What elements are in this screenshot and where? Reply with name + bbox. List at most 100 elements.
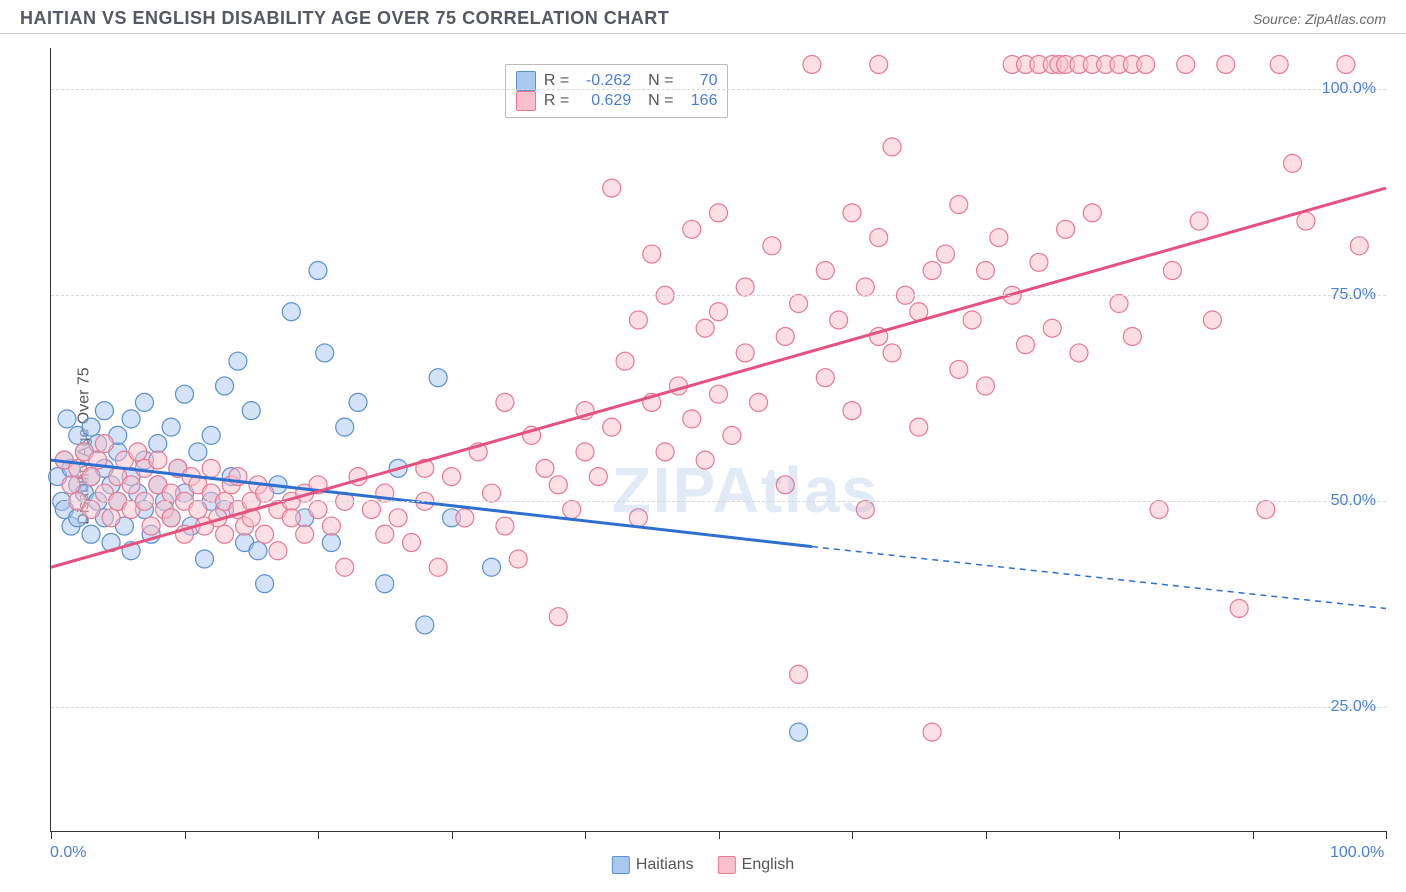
x-axis-min-label: 0.0% bbox=[50, 844, 86, 862]
legend-bottom: Haitians English bbox=[612, 856, 794, 874]
data-point bbox=[376, 575, 394, 593]
x-tick bbox=[318, 831, 319, 839]
data-point bbox=[1270, 55, 1288, 73]
data-point bbox=[216, 377, 234, 395]
data-point bbox=[1230, 599, 1248, 617]
x-tick bbox=[986, 831, 987, 839]
data-point bbox=[162, 509, 180, 527]
data-point bbox=[656, 443, 674, 461]
data-point bbox=[509, 550, 527, 568]
data-point bbox=[710, 303, 728, 321]
gridline bbox=[51, 89, 1386, 90]
data-point bbox=[202, 426, 220, 444]
data-point bbox=[536, 459, 554, 477]
data-point bbox=[129, 443, 147, 461]
data-point bbox=[923, 723, 941, 741]
data-point bbox=[710, 204, 728, 222]
stats-n-label: N = bbox=[639, 72, 673, 90]
data-point bbox=[763, 237, 781, 255]
data-point bbox=[1297, 212, 1315, 230]
data-point bbox=[256, 575, 274, 593]
data-point bbox=[790, 723, 808, 741]
x-axis-max-label: 100.0% bbox=[1330, 844, 1384, 862]
data-point bbox=[82, 418, 100, 436]
chart-title: HAITIAN VS ENGLISH DISABILITY AGE OVER 7… bbox=[20, 8, 669, 29]
data-point bbox=[936, 245, 954, 263]
trend-line-extrapolated bbox=[812, 547, 1386, 609]
data-point bbox=[269, 542, 287, 560]
data-point bbox=[389, 509, 407, 527]
legend-label: Haitians bbox=[636, 856, 694, 874]
data-point bbox=[736, 278, 754, 296]
legend-label: English bbox=[742, 856, 794, 874]
data-point bbox=[429, 558, 447, 576]
data-point bbox=[189, 501, 207, 519]
data-point bbox=[1110, 295, 1128, 313]
data-point bbox=[496, 393, 514, 411]
data-point bbox=[629, 509, 647, 527]
data-point bbox=[1203, 311, 1221, 329]
data-point bbox=[1017, 336, 1035, 354]
data-point bbox=[790, 295, 808, 313]
y-tick-label: 75.0% bbox=[1331, 286, 1376, 304]
data-point bbox=[790, 665, 808, 683]
chart-header: HAITIAN VS ENGLISH DISABILITY AGE OVER 7… bbox=[0, 0, 1406, 34]
data-point bbox=[977, 262, 995, 280]
data-point bbox=[316, 344, 334, 362]
data-point bbox=[142, 517, 160, 535]
data-point bbox=[589, 468, 607, 486]
data-point bbox=[603, 418, 621, 436]
data-point bbox=[456, 509, 474, 527]
data-point bbox=[1217, 55, 1235, 73]
data-point bbox=[249, 542, 267, 560]
data-point bbox=[683, 220, 701, 238]
data-point bbox=[483, 558, 501, 576]
data-point bbox=[923, 262, 941, 280]
data-point bbox=[816, 369, 834, 387]
legend-item: English bbox=[718, 856, 794, 874]
data-point bbox=[1123, 327, 1141, 345]
data-point bbox=[296, 525, 314, 543]
data-point bbox=[362, 501, 380, 519]
data-point bbox=[856, 501, 874, 519]
data-point bbox=[603, 179, 621, 197]
data-point bbox=[349, 393, 367, 411]
stats-row: R =0.629 N =166 bbox=[516, 91, 718, 111]
legend-swatch bbox=[718, 856, 736, 874]
legend-item: Haitians bbox=[612, 856, 694, 874]
data-point bbox=[776, 327, 794, 345]
data-point bbox=[883, 138, 901, 156]
data-point bbox=[870, 229, 888, 247]
stats-n-label: N = bbox=[639, 92, 673, 110]
data-point bbox=[803, 55, 821, 73]
data-point bbox=[82, 501, 100, 519]
data-point bbox=[1150, 501, 1168, 519]
data-point bbox=[616, 352, 634, 370]
x-tick bbox=[51, 831, 52, 839]
data-point bbox=[282, 509, 300, 527]
data-point bbox=[1257, 501, 1275, 519]
gridline bbox=[51, 295, 1386, 296]
data-point bbox=[82, 468, 100, 486]
data-point bbox=[1070, 344, 1088, 362]
data-point bbox=[189, 443, 207, 461]
x-tick bbox=[1253, 831, 1254, 839]
x-tick bbox=[1386, 831, 1387, 839]
series-swatch bbox=[516, 91, 536, 111]
data-point bbox=[816, 262, 834, 280]
data-point bbox=[629, 311, 647, 329]
data-point bbox=[1137, 55, 1155, 73]
data-point bbox=[256, 525, 274, 543]
data-point bbox=[149, 435, 167, 453]
data-point bbox=[416, 616, 434, 634]
data-point bbox=[309, 501, 327, 519]
data-point bbox=[135, 393, 153, 411]
legend-swatch bbox=[612, 856, 630, 874]
data-point bbox=[229, 352, 247, 370]
data-point bbox=[149, 451, 167, 469]
data-point bbox=[95, 435, 113, 453]
data-point bbox=[95, 402, 113, 420]
gridline bbox=[51, 501, 1386, 502]
stats-r-value: 0.629 bbox=[577, 92, 631, 110]
x-tick bbox=[719, 831, 720, 839]
